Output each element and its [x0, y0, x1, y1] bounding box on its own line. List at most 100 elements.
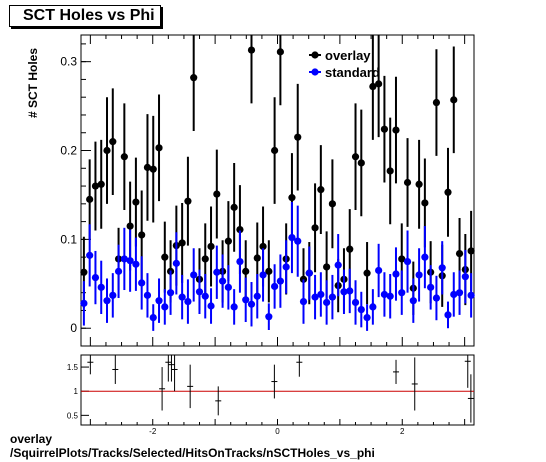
data-point [149, 165, 157, 173]
data-point [155, 297, 163, 305]
data-point [351, 298, 360, 307]
data-point [242, 267, 250, 275]
data-point [317, 290, 325, 299]
data-point [190, 74, 198, 82]
data-point [207, 302, 215, 310]
ratio-plot-axes: 0.5 1 1.5 -2 0 2 [67, 363, 466, 436]
data-point [178, 293, 186, 301]
data-point [444, 188, 452, 196]
caption-line-1: overlay [10, 432, 53, 446]
chart-title-box: SCT Holes vs Phi [9, 5, 161, 27]
data-point [236, 225, 244, 234]
data-point [120, 255, 128, 263]
data-point [242, 296, 250, 304]
data-point [403, 257, 412, 266]
data-point [305, 269, 313, 277]
data-point [91, 182, 100, 190]
data-point [328, 293, 337, 301]
data-point [409, 297, 417, 305]
ratio-series [87, 355, 474, 423]
data-point [323, 298, 331, 307]
legend: overlay standard [309, 48, 380, 80]
data-point [236, 257, 244, 266]
data-point [346, 245, 354, 253]
data-point [126, 257, 134, 265]
data-point [386, 292, 394, 300]
main-plot-axes: 0 0.1 0.2 0.3 [60, 35, 466, 346]
data-point [213, 268, 221, 276]
data-point [138, 231, 146, 239]
ratio-y-tick-label: 0.5 [67, 411, 79, 420]
data-point [444, 311, 452, 319]
data-point [155, 144, 163, 152]
legend-label: standard [325, 65, 380, 80]
data-point [247, 300, 256, 308]
data-point [86, 195, 94, 203]
data-point [369, 82, 377, 91]
data-point [143, 291, 152, 299]
ratio-y-tick-label: 1.5 [67, 363, 79, 372]
y-tick-label: 0.3 [60, 55, 77, 69]
data-point [259, 271, 267, 279]
data-point [403, 178, 412, 187]
data-point [195, 288, 204, 296]
data-point [363, 269, 371, 277]
data-point [91, 273, 100, 282]
data-point [415, 271, 423, 279]
ratio-y-tick-label: 1 [74, 387, 79, 396]
data-point [467, 247, 475, 255]
series-standard [80, 202, 475, 331]
data-point [230, 303, 238, 311]
data-point [461, 273, 469, 281]
ratio-x-tick-label: -2 [149, 427, 157, 436]
data-point [178, 239, 186, 247]
data-point [259, 242, 267, 251]
data-point [138, 279, 146, 287]
data-point [190, 271, 198, 279]
data-point [392, 270, 400, 278]
data-point [265, 267, 273, 275]
data-point [282, 263, 290, 271]
data-point [109, 138, 117, 146]
data-point [432, 294, 441, 302]
data-point [97, 180, 105, 188]
data-point [172, 259, 180, 267]
data-point [455, 249, 464, 258]
data-point [346, 287, 354, 295]
data-point [450, 96, 458, 104]
data-point [421, 253, 429, 261]
data-point [427, 283, 435, 291]
data-point [311, 224, 319, 232]
data-point [386, 167, 394, 175]
data-point [398, 289, 406, 297]
data-point [184, 197, 192, 205]
data-point [213, 190, 221, 198]
data-point [253, 254, 261, 262]
data-point [369, 303, 377, 311]
caption-line-2: /SquirrelPlots/Tracks/Selected/HitsOnTra… [10, 446, 375, 460]
data-point [120, 153, 128, 161]
data-point [166, 289, 175, 297]
y-tick-label: 0 [70, 321, 77, 335]
ratio-x-tick-label: 2 [400, 427, 405, 436]
data-point [294, 237, 302, 245]
data-point [334, 261, 342, 269]
data-point [271, 282, 279, 291]
data-point [421, 199, 429, 207]
data-point [375, 266, 383, 275]
data-point [340, 288, 348, 296]
data-point [288, 194, 296, 202]
data-point [86, 251, 94, 259]
data-point [230, 203, 238, 211]
data-point [438, 264, 446, 272]
data-point [97, 283, 105, 291]
data-point [103, 146, 111, 155]
ratio-x-tick-label: 0 [275, 427, 280, 436]
data-point [271, 146, 279, 155]
data-point [294, 133, 302, 141]
data-point [218, 277, 227, 285]
data-point [161, 253, 169, 261]
data-point [276, 48, 284, 56]
data-point [80, 268, 88, 276]
